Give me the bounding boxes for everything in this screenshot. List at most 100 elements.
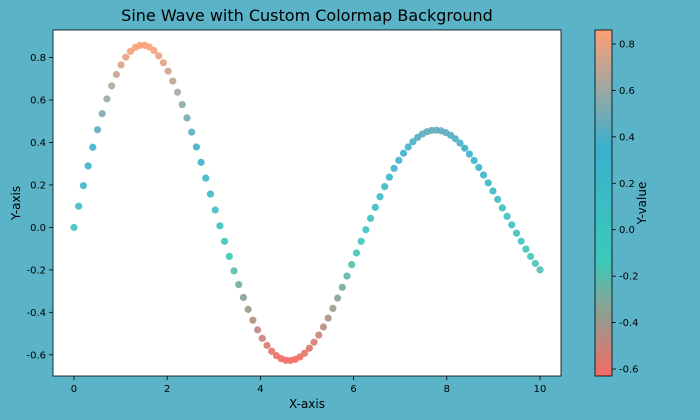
scatter-point <box>84 162 92 170</box>
scatter-point <box>75 202 83 210</box>
scatter-point <box>258 334 266 342</box>
scatter-point <box>494 195 502 203</box>
scatter-point <box>117 61 125 69</box>
scatter-point <box>103 95 111 103</box>
scatter-point <box>329 304 337 313</box>
scatter-point <box>512 229 521 237</box>
scatter-point <box>112 70 120 79</box>
scatter-point <box>244 305 252 313</box>
scatter-point <box>305 344 313 352</box>
colorbar-tick-label: 0.4 <box>619 132 635 143</box>
scatter-point <box>334 294 342 302</box>
scatter-point <box>192 143 200 151</box>
scatter-point <box>527 252 535 261</box>
scatter-point <box>126 47 135 55</box>
chart-title: Sine Wave with Custom Colormap Backgroun… <box>121 6 493 25</box>
scatter-point <box>343 272 351 280</box>
scatter-point <box>173 88 182 96</box>
x-tick-label: 10 <box>534 384 547 395</box>
scatter-point <box>155 52 163 60</box>
colorbar <box>594 29 613 377</box>
scatter-point <box>183 114 191 122</box>
scatter-point <box>268 347 276 355</box>
scatter-point <box>216 222 224 230</box>
scatter-point <box>249 316 257 324</box>
scatter-point <box>150 46 158 55</box>
scatter-point <box>395 156 403 164</box>
scatter-point <box>197 158 205 166</box>
scatter-point <box>451 135 459 143</box>
scatter-point <box>108 82 116 90</box>
scatter-point <box>517 237 525 245</box>
scatter-point <box>324 314 332 322</box>
y-tick-label: 0.0 <box>30 223 46 234</box>
y-tick-label: 0.2 <box>30 180 46 191</box>
scatter-point <box>522 245 530 253</box>
y-tick-label: -0.6 <box>26 350 46 361</box>
plot-area <box>52 29 562 377</box>
y-tick-label: 0.4 <box>30 138 46 149</box>
scatter-points <box>70 41 544 365</box>
scatter-point <box>475 163 483 172</box>
scatter-point <box>352 249 361 257</box>
scatter-point <box>211 206 219 214</box>
x-tick-label: 2 <box>164 384 170 395</box>
scatter-point <box>253 326 262 334</box>
scatter-point <box>310 338 318 346</box>
colorbar-tick-label: -0.2 <box>619 272 639 283</box>
scatter-point <box>159 59 168 67</box>
scatter-point <box>221 237 229 245</box>
scatter-point <box>390 164 398 172</box>
scatter-point <box>366 214 375 222</box>
x-axis: 0 2 4 6 8 10 <box>71 376 547 395</box>
scatter-point <box>381 183 389 191</box>
colorbar-tick-label: 0.8 <box>619 39 635 50</box>
scatter-point <box>362 226 370 234</box>
scatter-point <box>470 156 478 165</box>
scatter-point <box>409 138 417 146</box>
x-tick-label: 6 <box>350 384 356 395</box>
scatter-point <box>169 77 177 85</box>
scatter-point <box>70 223 78 232</box>
x-tick-label: 4 <box>257 384 263 395</box>
scatter-point <box>178 100 186 109</box>
scatter-point <box>489 187 497 195</box>
scatter-point <box>263 341 271 350</box>
scatter-point <box>93 126 102 134</box>
x-axis-label: X-axis <box>289 397 325 411</box>
colorbar-label: Y-value <box>635 182 649 226</box>
scatter-point <box>498 204 506 212</box>
scatter-point <box>348 261 356 269</box>
colorbar-axis: -0.6 -0.4 -0.2 0.0 0.2 0.4 0.6 0.8 <box>612 39 639 376</box>
y-tick-label: -0.4 <box>26 308 46 319</box>
y-axis: -0.6 -0.4 -0.2 0.0 0.2 0.4 0.6 0.8 <box>26 53 53 361</box>
y-tick-label: -0.2 <box>26 265 46 276</box>
scatter-point <box>315 331 323 339</box>
scatter-point <box>235 281 243 289</box>
scatter-point <box>461 144 469 152</box>
scatter-point <box>319 323 328 331</box>
scatter-point <box>79 182 87 190</box>
scatter-point <box>371 203 379 211</box>
y-axis-label: Y-axis <box>9 186 23 221</box>
scatter-point <box>98 110 106 118</box>
scatter-point <box>122 53 130 61</box>
scatter-point <box>225 252 233 260</box>
colorbar-tick-label: -0.4 <box>619 318 639 329</box>
scatter-point <box>239 293 248 302</box>
scatter-point <box>164 67 172 75</box>
x-tick-label: 8 <box>444 384 450 395</box>
y-tick-label: 0.8 <box>30 53 46 64</box>
scatter-point <box>531 259 539 268</box>
scatter-point <box>404 143 412 151</box>
scatter-point <box>357 237 365 245</box>
scatter-point <box>89 143 97 151</box>
scatter-point <box>508 221 516 229</box>
scatter-point <box>503 212 511 220</box>
colorbar-tick-label: 0.2 <box>619 179 635 190</box>
colorbar-tick-label: -0.6 <box>619 365 639 376</box>
scatter-point <box>230 267 238 275</box>
scatter-point <box>188 128 196 136</box>
scatter-point <box>465 150 474 158</box>
